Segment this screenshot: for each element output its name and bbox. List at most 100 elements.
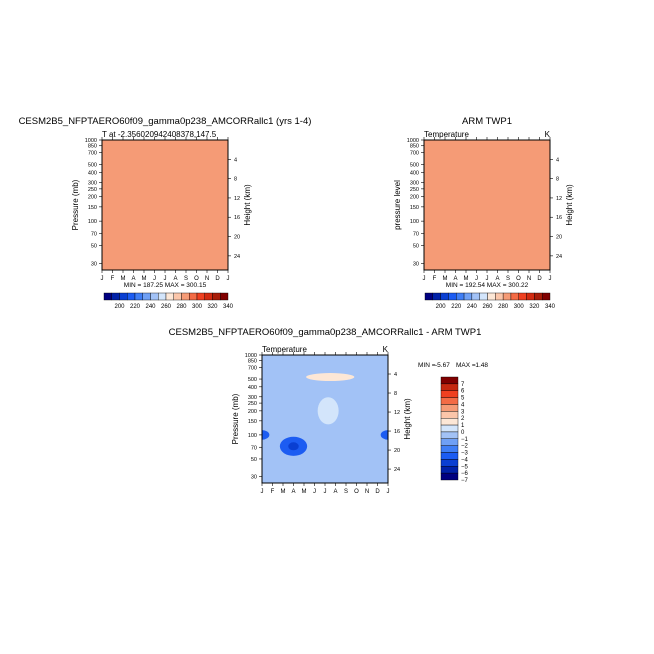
- stats-label: MIN = 187.25 MAX = 300.15: [124, 282, 207, 289]
- x-tick-label: J: [261, 489, 264, 495]
- colorbar-swatch: [103, 292, 112, 301]
- y-tick-label: 100: [410, 219, 419, 225]
- colorbar-swatch: [456, 292, 465, 301]
- y-tick-label: 30: [413, 262, 419, 268]
- colorbar-swatch: [196, 292, 205, 301]
- colorbar-swatch: [541, 292, 551, 301]
- y2-axis-label: Height (km): [565, 184, 574, 226]
- x-tick-label: A: [131, 276, 135, 282]
- stats-min-label: MIN =: [418, 362, 436, 369]
- y-tick-label: 70: [413, 232, 419, 238]
- x-tick-label: A: [173, 276, 177, 282]
- y-tick-label: 200: [410, 195, 419, 201]
- colorbar-swatch: [173, 292, 182, 301]
- colorbar-label: 3: [461, 409, 465, 415]
- y-tick-label: 500: [88, 162, 97, 168]
- colorbar-label: 240: [467, 304, 478, 310]
- y2-tick-label: 16: [556, 215, 562, 221]
- y-tick-label: 250: [410, 187, 419, 193]
- y2-tick-label: 20: [556, 235, 562, 241]
- x-tick-label: D: [537, 276, 542, 282]
- y-tick-label: 300: [248, 395, 257, 401]
- colorbar-label: 300: [192, 304, 203, 310]
- y-tick-label: 500: [410, 162, 419, 168]
- y2-tick-label: 16: [394, 429, 400, 435]
- colorbar-label: −6: [461, 471, 469, 477]
- y2-tick-label: 4: [394, 372, 397, 378]
- x-tick-label: M: [464, 276, 469, 282]
- contour-band: [424, 140, 550, 270]
- colorbar-swatch: [212, 292, 221, 301]
- y-tick-label: 30: [251, 475, 257, 481]
- plot-area: [102, 140, 228, 270]
- plot-title: ARM TWP1: [462, 116, 512, 127]
- colorbar-swatch: [165, 292, 174, 301]
- y-tick-label: 70: [91, 232, 97, 238]
- x-tick-label: O: [194, 276, 199, 282]
- x-tick-label: M: [121, 276, 126, 282]
- x-tick-label: F: [433, 276, 437, 282]
- contour-band: [102, 140, 228, 270]
- x-tick-label: O: [516, 276, 521, 282]
- x-tick-label: J: [486, 276, 489, 282]
- y2-tick-label: 12: [234, 196, 240, 202]
- contour-blob: [317, 397, 339, 425]
- stats-max-value: 1.48: [475, 362, 488, 369]
- colorbar-label: 2: [461, 416, 465, 422]
- y-tick-label: 30: [91, 262, 97, 268]
- y-tick-label: 1000: [407, 138, 419, 144]
- x-tick-label: S: [344, 489, 348, 495]
- x-tick-label: D: [375, 489, 380, 495]
- colorbar-label: 240: [145, 304, 156, 310]
- x-tick-label: S: [506, 276, 510, 282]
- colorbar-label: 5: [461, 396, 465, 402]
- colorbar-swatch: [127, 292, 136, 301]
- colorbar-swatch: [510, 292, 519, 301]
- colorbar-swatch: [150, 292, 159, 301]
- x-tick-label: J: [164, 276, 167, 282]
- y-tick-label: 200: [248, 409, 257, 415]
- x-tick-label: S: [184, 276, 188, 282]
- colorbar-swatch: [440, 404, 459, 412]
- colorbar-swatch: [111, 292, 120, 301]
- colorbar-swatch: [440, 438, 459, 446]
- x-tick-label: J: [313, 489, 316, 495]
- y-axis-label: pressure level: [393, 180, 402, 230]
- y2-tick-label: 24: [556, 254, 562, 260]
- contour-blob: [288, 442, 299, 451]
- plot-subtitle-right: K: [545, 130, 551, 139]
- colorbar-swatch: [440, 383, 459, 391]
- colorbar-label: 200: [436, 304, 447, 310]
- y2-tick-label: 24: [394, 467, 400, 473]
- colorbar-label: 340: [545, 304, 556, 310]
- x-tick-label: N: [365, 489, 369, 495]
- x-tick-label: N: [205, 276, 209, 282]
- colorbar-swatch: [440, 445, 459, 453]
- x-tick-label: J: [324, 489, 327, 495]
- colorbar-swatch: [487, 292, 496, 301]
- plot-title: CESM2B5_NFPTAERO60f09_gamma0p238_AMCORRa…: [169, 327, 482, 338]
- x-tick-label: N: [527, 276, 531, 282]
- colorbar-swatch: [440, 390, 459, 398]
- colorbar-label: −1: [461, 437, 469, 443]
- colorbar-swatch: [502, 292, 512, 301]
- colorbar-label: 6: [461, 389, 465, 395]
- colorbar-label: 280: [176, 304, 187, 310]
- plot-area: [262, 355, 388, 483]
- colorbar-swatch: [440, 397, 459, 405]
- colorbar-swatch: [220, 292, 229, 301]
- colorbar-label: 260: [161, 304, 172, 310]
- y2-axis-label: Height (km): [403, 398, 412, 440]
- colorbar-swatch: [204, 292, 213, 301]
- y2-tick-label: 4: [234, 157, 237, 163]
- colorbar-label: 320: [207, 304, 218, 310]
- stats-max-label: MAX =: [456, 362, 476, 369]
- x-tick-label: M: [281, 489, 286, 495]
- colorbar-swatch: [440, 418, 459, 426]
- colorbar: 200 220 240 260 280 300 320 340: [424, 292, 556, 310]
- colorbar-swatch: [479, 292, 488, 301]
- contour-plot-1: J F M A M J J A S O N D J305070100150200250300400500…: [19, 116, 312, 310]
- y-tick-label: 300: [410, 180, 419, 186]
